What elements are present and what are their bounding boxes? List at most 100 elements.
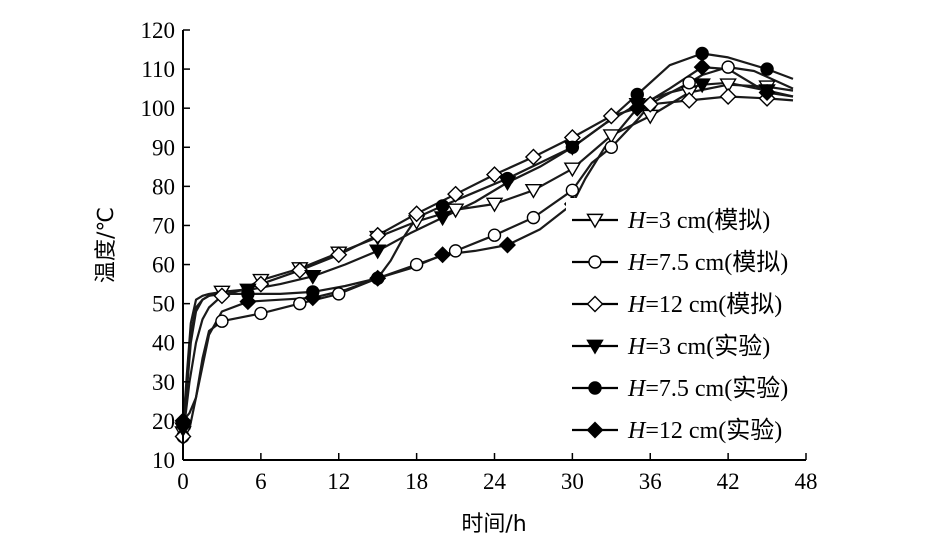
series-3-point — [330, 246, 348, 264]
x-tick-label: 12 — [327, 469, 350, 494]
legend-label-text: =12 cm(模拟) — [645, 291, 782, 318]
series-2-point — [526, 210, 541, 225]
legend-marker — [586, 339, 604, 355]
series-2-point — [409, 257, 424, 272]
legend-marker — [586, 421, 604, 439]
legend-label-variable: H — [627, 376, 647, 402]
series-3-point — [524, 148, 542, 166]
legend-label-variable: H — [627, 334, 647, 360]
series-2-point — [682, 76, 696, 90]
y-tick-label: 70 — [152, 213, 175, 238]
y-axis-title: 温度/℃ — [94, 207, 119, 283]
legend-label: H=3 cm(实验) — [627, 333, 770, 360]
series-5-point — [500, 171, 515, 186]
series-markers — [174, 46, 776, 446]
legend-marker — [586, 295, 604, 313]
series-4-point — [304, 269, 322, 285]
series-3-point — [369, 226, 387, 244]
series-2-point — [604, 140, 619, 154]
legend-label-variable: H — [627, 292, 647, 318]
series-3-point — [447, 185, 465, 203]
axis-ticks: 0 6 12 18 24 30 36 42 48 10 20 30 40 50 60 70 80 90 100 110… — [141, 18, 818, 494]
series-4-point — [693, 78, 711, 94]
series-line-5 — [181, 52, 794, 425]
x-tick-label: 6 — [255, 469, 267, 494]
x-tick-label: 36 — [639, 469, 662, 494]
series-6-point — [693, 58, 711, 76]
series-3-point — [719, 87, 737, 105]
series-2-point — [332, 287, 346, 301]
legend-label-text: =7.5 cm(实验) — [645, 375, 788, 402]
series-1-point — [719, 78, 737, 94]
series-2-point — [254, 306, 268, 321]
series-1-point — [524, 183, 543, 199]
series-2-point — [487, 228, 502, 242]
series-2-point — [293, 296, 307, 311]
legend-label-text: =12 cm(实验) — [645, 417, 782, 444]
x-tick-label: 24 — [483, 469, 507, 494]
series-5-point — [630, 87, 644, 102]
series-6-point — [434, 246, 452, 264]
legend-marker — [588, 381, 602, 395]
series-2-point — [721, 60, 735, 74]
series-3-point — [486, 166, 503, 184]
legend-label-text: =7.5 cm(模拟) — [645, 249, 788, 276]
series-1-point — [446, 203, 465, 219]
series-6-point — [239, 293, 257, 311]
series-1-point — [602, 129, 621, 145]
y-tick-label: 10 — [152, 448, 175, 473]
series-6-point — [628, 99, 646, 117]
series-5-point — [435, 199, 450, 213]
legend-label: H=7.5 cm(实验) — [627, 375, 788, 402]
legend-marker — [586, 213, 604, 229]
y-tick-label: 40 — [152, 331, 175, 356]
x-tick-label: 0 — [177, 469, 189, 494]
series-6-point — [498, 236, 516, 254]
legend-marker — [588, 255, 602, 269]
legend: H=3 cm(模拟)H=7.5 cm(模拟)H=12 cm(模拟)H=3 cm(… — [566, 198, 864, 448]
legend-label: H=12 cm(模拟) — [627, 291, 782, 318]
y-tick-label: 60 — [152, 253, 175, 278]
series-4-point — [368, 244, 387, 260]
y-tick-label: 110 — [141, 57, 175, 82]
x-tick-label: 48 — [795, 469, 818, 494]
series-5-point — [565, 140, 580, 154]
series-6-point — [758, 84, 776, 102]
x-tick-label: 30 — [561, 469, 584, 494]
legend-label-text: =3 cm(模拟) — [645, 207, 770, 234]
y-tick-label: 120 — [141, 18, 176, 43]
series-3-point — [291, 261, 309, 279]
y-tick-label: 90 — [152, 135, 175, 160]
series-5-point — [760, 62, 774, 76]
legend-label-variable: H — [627, 250, 647, 276]
y-tick-label: 50 — [152, 292, 175, 317]
series-3-point — [680, 91, 698, 109]
y-tick-label: 20 — [152, 409, 175, 434]
x-axis-title: 时间/h — [461, 512, 526, 537]
series-4-point — [433, 211, 452, 227]
series-2-point — [448, 244, 463, 258]
y-tick-label: 30 — [152, 370, 175, 395]
series-6-point — [369, 269, 387, 287]
series-3-point — [213, 287, 231, 305]
series-1-point — [485, 197, 504, 213]
legend-label-variable: H — [627, 208, 647, 234]
series-2-point — [565, 183, 580, 197]
series-3-point — [408, 205, 426, 223]
y-tick-label: 80 — [152, 174, 175, 199]
x-tick-label: 42 — [717, 469, 740, 494]
y-tick-label: 100 — [141, 96, 176, 121]
legend-label: H=7.5 cm(模拟) — [627, 249, 788, 276]
series-line-4 — [181, 81, 794, 429]
legend-label-text: =3 cm(实验) — [645, 333, 770, 360]
series-3-point — [602, 107, 620, 125]
series-3-point — [641, 95, 659, 113]
series-3-point — [252, 275, 270, 293]
legend-label: H=3 cm(模拟) — [627, 207, 770, 234]
legend-label: H=12 cm(实验) — [627, 417, 782, 444]
x-tick-label: 18 — [405, 469, 428, 494]
legend-background — [566, 198, 864, 448]
legend-label-variable: H — [627, 418, 647, 444]
series-1-point — [563, 162, 582, 178]
